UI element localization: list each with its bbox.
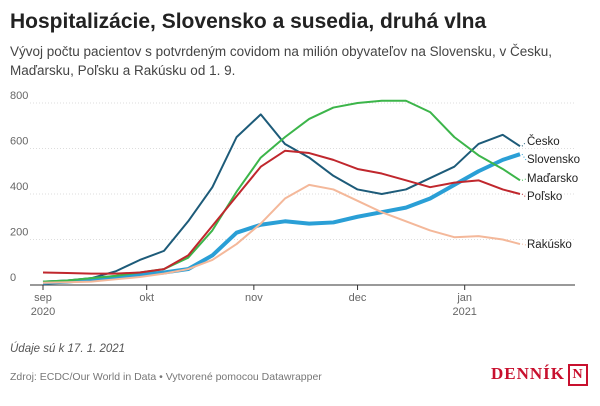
label-leader [521, 153, 527, 161]
x-tick-label: jan [456, 292, 472, 304]
x-tick-label: dec [349, 292, 367, 304]
chart: 0 200 400 600 800 sep 2020 okt nov dec jan 2021 Česk… [10, 90, 580, 318]
x-tick-year: 2021 [452, 306, 476, 318]
logo-mark: N [568, 364, 588, 387]
x-tick-label: okt [139, 292, 154, 304]
label-leader [521, 141, 527, 147]
legend-label: Poľsko [527, 191, 562, 203]
y-tick-label: 0 [10, 272, 16, 284]
series-line [42, 149, 521, 275]
label-leader [521, 178, 527, 181]
source: Zdroj: ECDC/Our World in Data • Vytvoren… [10, 371, 322, 383]
chart-subtitle: Vývoj počtu pacientov s potvrdeným covid… [10, 44, 552, 78]
y-tick-label: 400 [10, 181, 28, 193]
series-line [42, 113, 521, 283]
series-line [42, 183, 521, 284]
legend-label: Maďarsko [527, 173, 578, 185]
series-line [42, 152, 521, 285]
x-tick-label: sep [34, 292, 52, 304]
label-leader [521, 193, 527, 198]
x-tick-year: 2020 [31, 306, 55, 318]
logo: DENNÍK N [490, 364, 588, 387]
legend-label: Rakúsko [527, 239, 572, 251]
series-line [42, 99, 521, 283]
logo-text: DENNÍK [490, 364, 565, 383]
legend-label: Slovensko [527, 154, 580, 166]
note: Údaje sú k 17. 1. 2021 [10, 343, 126, 355]
y-tick-label: 800 [10, 90, 28, 102]
y-tick-label: 200 [10, 226, 28, 238]
chart-title: Hospitalizácie, Slovensko a susedia, dru… [10, 10, 487, 33]
x-tick-label: nov [245, 292, 263, 304]
legend-label: Česko [527, 135, 560, 148]
label-leader [521, 243, 527, 246]
y-tick-label: 600 [10, 135, 28, 147]
